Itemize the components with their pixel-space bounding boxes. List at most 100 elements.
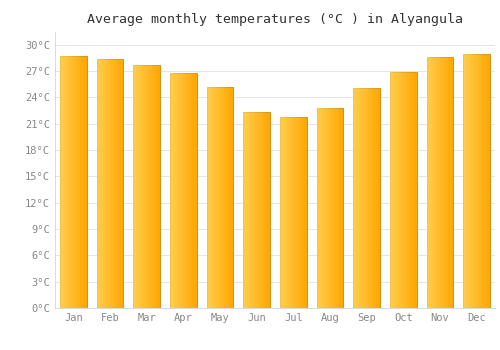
Bar [158, 65, 160, 308]
Bar [180, 73, 182, 308]
Bar [106, 59, 108, 308]
Bar [252, 112, 254, 308]
Bar [480, 54, 482, 308]
Bar [135, 65, 136, 308]
Bar [476, 54, 478, 308]
Bar [207, 87, 208, 308]
Bar [364, 88, 366, 308]
Bar [220, 87, 222, 308]
Title: Average monthly temperatures (°C ) in Alyangula: Average monthly temperatures (°C ) in Al… [87, 13, 463, 26]
Bar [228, 87, 229, 308]
Bar [170, 73, 172, 308]
Bar [332, 108, 334, 308]
Bar [330, 108, 332, 308]
Bar [470, 54, 472, 308]
Bar [440, 57, 442, 308]
Bar [122, 59, 123, 308]
Bar [246, 112, 248, 308]
Bar [148, 65, 150, 308]
Bar [134, 65, 135, 308]
Bar [118, 59, 119, 308]
Bar [430, 57, 431, 308]
Bar [120, 59, 122, 308]
Bar [280, 117, 306, 308]
Bar [474, 54, 476, 308]
Bar [434, 57, 436, 308]
Bar [184, 73, 186, 308]
Bar [97, 59, 123, 308]
Bar [98, 59, 100, 308]
Bar [428, 57, 430, 308]
Bar [438, 57, 440, 308]
Bar [393, 72, 394, 308]
Bar [415, 72, 416, 308]
Bar [142, 65, 144, 308]
Bar [100, 59, 101, 308]
Bar [322, 108, 324, 308]
Bar [146, 65, 148, 308]
Bar [260, 112, 262, 308]
Bar [250, 112, 252, 308]
Bar [74, 56, 76, 308]
Bar [317, 108, 343, 308]
Bar [66, 56, 68, 308]
Bar [354, 88, 355, 308]
Bar [294, 117, 296, 308]
Bar [366, 88, 368, 308]
Bar [354, 88, 380, 308]
Bar [108, 59, 110, 308]
Bar [484, 54, 486, 308]
Bar [178, 73, 180, 308]
Bar [390, 72, 392, 308]
Bar [224, 87, 226, 308]
Bar [464, 54, 465, 308]
Bar [267, 112, 268, 308]
Bar [182, 73, 184, 308]
Bar [482, 54, 484, 308]
Bar [70, 56, 72, 308]
Bar [212, 87, 214, 308]
Bar [211, 87, 212, 308]
Bar [431, 57, 432, 308]
Bar [450, 57, 452, 308]
Bar [402, 72, 404, 308]
Bar [188, 73, 190, 308]
Bar [338, 108, 339, 308]
Bar [390, 72, 416, 308]
Bar [412, 72, 414, 308]
Bar [230, 87, 232, 308]
Bar [157, 65, 158, 308]
Bar [317, 108, 318, 308]
Bar [394, 72, 396, 308]
Bar [214, 87, 216, 308]
Bar [60, 56, 62, 308]
Bar [119, 59, 120, 308]
Bar [406, 72, 407, 308]
Bar [114, 59, 116, 308]
Bar [244, 112, 270, 308]
Bar [176, 73, 178, 308]
Bar [283, 117, 284, 308]
Bar [84, 56, 85, 308]
Bar [284, 117, 286, 308]
Bar [292, 117, 294, 308]
Bar [286, 117, 288, 308]
Bar [432, 57, 434, 308]
Bar [76, 56, 78, 308]
Bar [156, 65, 157, 308]
Bar [464, 54, 490, 308]
Bar [400, 72, 402, 308]
Bar [82, 56, 84, 308]
Bar [305, 117, 306, 308]
Bar [144, 65, 146, 308]
Bar [304, 117, 305, 308]
Bar [136, 65, 138, 308]
Bar [102, 59, 104, 308]
Bar [110, 59, 112, 308]
Bar [68, 56, 70, 308]
Bar [262, 112, 264, 308]
Bar [97, 59, 98, 308]
Bar [427, 57, 453, 308]
Bar [468, 54, 470, 308]
Bar [302, 117, 304, 308]
